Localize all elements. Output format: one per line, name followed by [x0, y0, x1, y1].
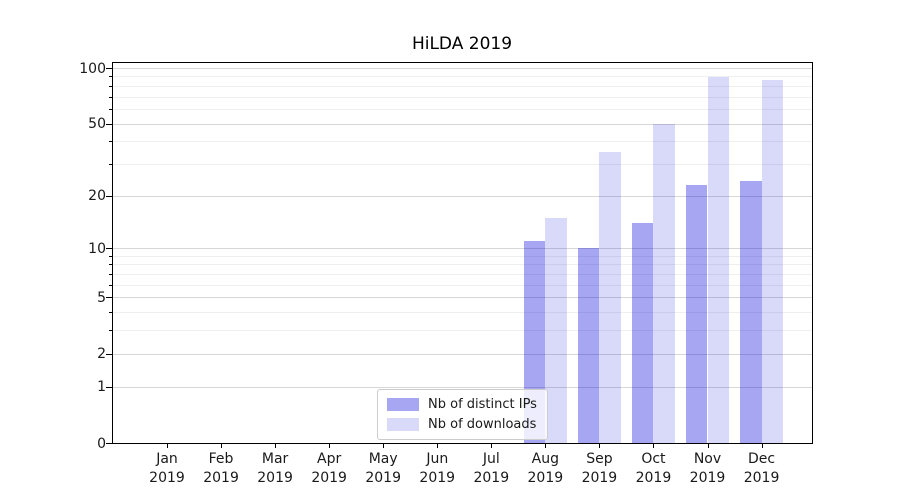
legend-item: Nb of downloads [387, 417, 537, 432]
y-axis-minor-tick-mark [109, 163, 112, 165]
x-axis-tick-label: Oct 2019 [635, 451, 672, 486]
y-gridline-major [112, 248, 812, 250]
y-axis-minor-tick-mark [109, 312, 112, 314]
y-axis-tick-label: 50 [88, 116, 106, 133]
y-gridline-major [112, 123, 812, 125]
y-axis-minor-tick-mark [109, 76, 112, 78]
y-axis-tick-label: 0 [97, 435, 106, 452]
y-axis-tick-label: 10 [88, 240, 106, 257]
x-axis-tick-mark [761, 443, 763, 448]
y-axis-tick-label: 5 [97, 289, 106, 306]
x-axis-tick-label: Sep 2019 [581, 451, 618, 486]
y-gridline-minor [112, 330, 812, 332]
y-gridline-minor [112, 284, 812, 286]
bar-nb-of-downloads [653, 123, 676, 443]
legend-item: Nb of distinct IPs [387, 397, 537, 412]
y-axis-minor-tick-mark [109, 274, 112, 276]
y-gridline-major [112, 68, 812, 69]
spine-bottom [112, 443, 813, 444]
y-gridline-minor [112, 76, 812, 78]
y-axis-minor-tick-mark [109, 96, 112, 98]
y-axis-tick-mark [106, 386, 112, 388]
x-axis-tick-mark [437, 443, 439, 448]
x-axis-tick-label: Mar 2019 [257, 451, 293, 486]
y-axis-minor-tick-mark [109, 284, 112, 286]
bar-nb-of-downloads [599, 151, 621, 443]
bar-nb-of-distinct-ips [739, 181, 762, 443]
x-axis-tick-label: Jul 2019 [473, 451, 510, 486]
bar-nb-of-distinct-ips [631, 222, 654, 443]
y-axis-tick-label: 20 [88, 188, 106, 205]
y-axis-tick-label: 2 [97, 346, 106, 363]
y-axis-tick-label: 100 [79, 60, 106, 77]
y-axis-tick-mark [106, 353, 112, 355]
y-axis-minor-tick-mark [109, 330, 112, 332]
x-axis-tick-mark [491, 443, 493, 448]
y-axis-minor-tick-mark [109, 141, 112, 143]
spine-right [812, 62, 813, 444]
legend-label-distinct-ips: Nb of distinct IPs [428, 397, 537, 412]
bar-nb-of-downloads [761, 80, 784, 443]
x-axis-tick-mark [167, 443, 168, 448]
bar-nb-of-distinct-ips [577, 248, 600, 443]
y-gridline-major [112, 297, 812, 299]
y-axis-tick-label: 1 [97, 379, 106, 396]
x-axis-tick-mark [275, 443, 277, 448]
x-axis-tick-mark [545, 443, 547, 448]
chart-title: HiLDA 2019 [411, 34, 513, 54]
x-axis-tick-label: Aug 2019 [527, 451, 564, 486]
legend: Nb of distinct IPs Nb of downloads [377, 389, 548, 440]
y-axis-tick-mark [106, 195, 112, 197]
y-gridline-minor [112, 274, 812, 276]
x-axis-tick-mark [383, 443, 385, 448]
x-axis-tick-label: Dec 2019 [743, 451, 780, 486]
x-axis-tick-label: May 2019 [365, 451, 401, 486]
y-gridline-major [112, 386, 812, 388]
y-gridline-major [112, 353, 812, 355]
y-axis-minor-tick-mark [109, 255, 112, 257]
y-axis-tick-mark [106, 297, 112, 299]
y-axis-tick-mark [106, 443, 112, 444]
x-axis-tick-mark [707, 443, 709, 448]
y-axis-minor-tick-mark [109, 108, 112, 110]
legend-swatch-distinct-ips [387, 398, 419, 411]
y-gridline-minor [112, 163, 812, 165]
y-axis-minor-tick-mark [109, 85, 112, 87]
legend-label-downloads: Nb of downloads [428, 417, 537, 432]
spine-left [112, 62, 113, 444]
bar-nb-of-downloads [707, 77, 730, 443]
legend-swatch-downloads [387, 418, 419, 431]
y-axis-minor-tick-mark [109, 264, 112, 266]
x-axis-tick-mark [599, 443, 601, 448]
y-gridline-minor [112, 264, 812, 266]
y-axis-tick-mark [106, 68, 112, 69]
x-axis-tick-label: Jun 2019 [419, 451, 456, 486]
x-axis-tick-mark [329, 443, 331, 448]
bar-nb-of-distinct-ips [685, 184, 708, 443]
x-axis-tick-mark [653, 443, 655, 448]
x-axis-tick-label: Jan 2019 [149, 451, 185, 486]
y-axis-tick-mark [106, 123, 112, 125]
spine-top [112, 62, 813, 63]
y-gridline-minor [112, 108, 812, 110]
x-axis-tick-label: Apr 2019 [311, 451, 347, 486]
y-gridline-minor [112, 85, 812, 87]
x-axis-tick-label: Nov 2019 [689, 451, 726, 486]
x-axis-tick-label: Feb 2019 [203, 451, 239, 486]
y-gridline-minor [112, 96, 812, 98]
y-gridline-minor [112, 312, 812, 314]
bar-nb-of-downloads [545, 217, 567, 443]
y-gridline-minor [112, 255, 812, 257]
y-axis-tick-mark [106, 248, 112, 250]
y-gridline-minor [112, 141, 812, 143]
y-gridline-major [112, 195, 812, 197]
x-axis-tick-mark [221, 443, 223, 448]
